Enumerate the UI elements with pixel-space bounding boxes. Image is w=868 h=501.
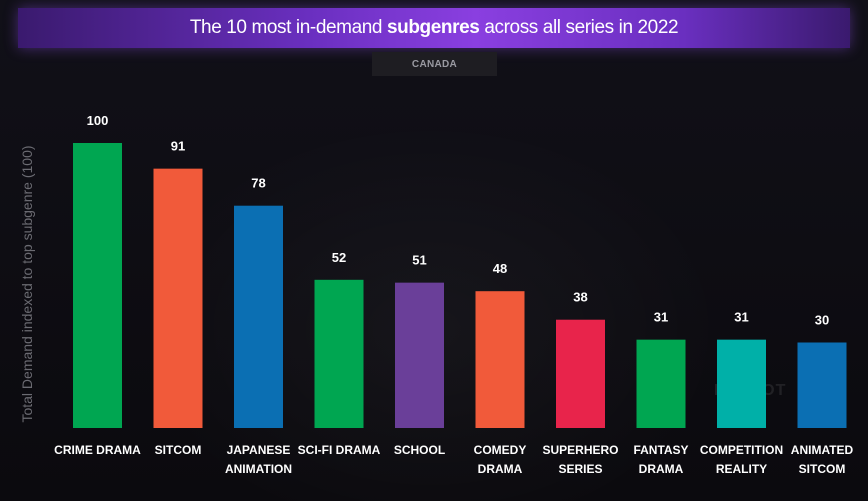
value-label-9: 30 (815, 313, 829, 328)
title-suffix: across all series in 2022 (479, 17, 679, 38)
category-label-3: SCI-FI DRAMA (298, 443, 381, 457)
bar-1 (153, 168, 203, 428)
bar-9 (797, 342, 847, 428)
category-label-9-line1: SITCOM (799, 462, 846, 476)
category-label-0: CRIME DRAMA (54, 443, 141, 457)
title-bold: subgenres (386, 17, 480, 38)
country-label: CANADA (372, 52, 497, 76)
category-label-7-line0: FANTASY (633, 443, 688, 457)
category-label-4: SCHOOL (394, 443, 445, 457)
category-label-2-line0: JAPANESE (227, 443, 291, 457)
bar-6 (556, 319, 605, 428)
value-label-3: 52 (332, 250, 346, 265)
bar-0 (73, 143, 122, 428)
bar-7 (636, 339, 686, 428)
category-label-9-line0: ANIMATED (791, 443, 854, 457)
value-label-7: 31 (654, 310, 668, 325)
category-label-8-line0: COMPETITION (700, 443, 783, 457)
value-label-8: 31 (734, 310, 748, 325)
chart-title: The 10 most in-demand subgenres across a… (189, 17, 679, 39)
value-label-5: 48 (493, 261, 507, 276)
category-label-5-line0: COMEDY (474, 443, 527, 457)
value-label-1: 91 (171, 139, 185, 154)
bar-2 (234, 205, 283, 428)
category-label-6-line1: SERIES (558, 462, 602, 476)
category-label-7-line1: DRAMA (639, 462, 684, 476)
category-label-5-line1: DRAMA (478, 462, 523, 476)
category-label-1: SITCOM (155, 443, 202, 457)
category-label-8-line1: REALITY (716, 462, 767, 476)
bar-3 (314, 279, 364, 428)
value-label-2: 78 (251, 176, 265, 191)
value-label-0: 100 (87, 113, 109, 128)
value-label-6: 38 (573, 290, 587, 305)
title-prefix: The 10 most in-demand (189, 17, 387, 38)
bar-8 (717, 339, 766, 428)
category-label-2-line1: ANIMATION (225, 462, 292, 476)
title-banner: The 10 most in-demand subgenres across a… (18, 8, 850, 48)
bar-4 (395, 282, 444, 428)
bar-5 (475, 291, 525, 428)
category-label-6-line0: SUPERHERO (542, 443, 618, 457)
value-label-4: 51 (412, 253, 426, 268)
